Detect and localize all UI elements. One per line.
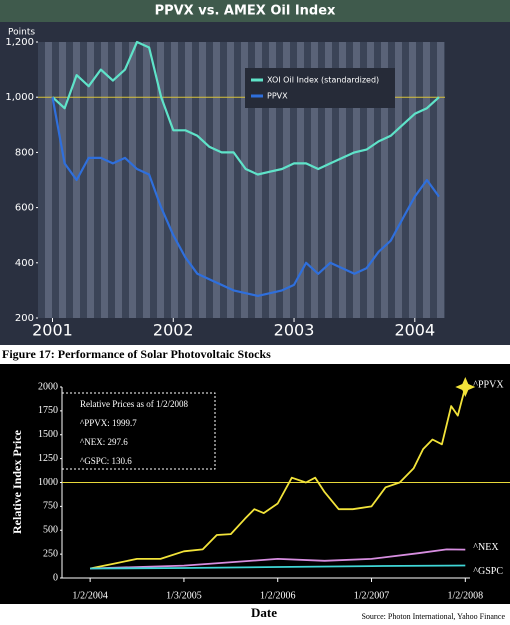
annotation-box [61, 392, 216, 470]
y-tick-label: 2000 [38, 381, 58, 392]
annotation: ^NEX: 297.6 [80, 437, 128, 447]
stripe [367, 42, 374, 318]
x-tick-label: 1/3/2005 [166, 590, 202, 601]
source: Source: Photon International, Yahoo Fina… [361, 612, 505, 621]
y-tick-label: 400 [15, 258, 34, 269]
y-axis-label: Relative Index Price [10, 429, 24, 534]
stripe [241, 42, 248, 318]
stripe [395, 42, 402, 318]
stripe [101, 42, 108, 318]
y-tick-label: 1,000 [5, 92, 34, 103]
stripe [297, 42, 304, 318]
stripe [269, 42, 276, 318]
stripe [409, 42, 416, 318]
annotation: ^GSPC: 130.6 [80, 456, 132, 466]
stripe [325, 42, 332, 318]
stripe [143, 42, 150, 318]
chart-bottom: 0 250 500 750 1000 1250 1500 1750 2000 1/2/2004 1/… [38, 377, 510, 601]
series-line [51, 97, 440, 297]
stripe [311, 42, 318, 318]
legend-box [245, 68, 395, 108]
end-star [455, 377, 476, 398]
y-tick-label: 1000 [38, 477, 58, 488]
series-label: ^NEX [473, 542, 499, 553]
y-tick-label: 800 [15, 147, 34, 158]
stripe [115, 42, 122, 318]
x-tick-label: 2001 [32, 321, 73, 340]
x-axis-label: Date [251, 605, 277, 620]
series-line [90, 564, 466, 570]
chart-top: 200 400 600 800 1,000 1,200 2001 2002 2003 2004 XO… [5, 37, 445, 340]
x-tick-label: 1/2/2004 [72, 590, 108, 601]
series-line [51, 40, 440, 176]
series-label: ^PPVX [473, 379, 504, 390]
stripe [45, 42, 52, 318]
stripe [437, 42, 444, 318]
stripe [199, 42, 206, 318]
y-axis-label: Points [8, 28, 35, 38]
x-tick-label: 1/2/2007 [354, 590, 390, 601]
stripe [157, 42, 164, 318]
x-tick-label: 2003 [274, 321, 315, 340]
annotation: ^PPVX: 1999.7 [80, 418, 137, 428]
y-tick-label: 500 [43, 525, 58, 536]
stripe [353, 42, 360, 318]
stripe [283, 42, 290, 318]
y-tick-label: 1750 [38, 405, 58, 416]
stripes [45, 42, 444, 318]
chart-title: PPVX vs. AMEX Oil Index [155, 4, 336, 19]
stripe [129, 42, 136, 318]
stripe [381, 42, 388, 318]
stripe [255, 42, 262, 318]
stripe [339, 42, 346, 318]
x-tick-label: 1/2/2008 [448, 590, 484, 601]
legend-label: PPVX [267, 92, 288, 101]
y-tick-label: 1,200 [5, 37, 34, 48]
stripe [185, 42, 192, 318]
title-band [0, 0, 510, 22]
x-tick-label: 1/2/2006 [260, 590, 296, 601]
y-tick-label: 1500 [38, 429, 58, 440]
stripe [59, 42, 66, 318]
x-tick-label: 2002 [153, 321, 194, 340]
stripe [171, 42, 178, 318]
stripe [227, 42, 234, 318]
stripe [213, 42, 220, 318]
y-tick-label: 250 [43, 548, 58, 559]
legend-label: XOI Oil Index (standardized) [267, 76, 379, 85]
series-line [90, 548, 466, 570]
annotation: Relative Prices as of 1/2/2008 [80, 399, 188, 409]
y-tick-label: 1250 [38, 453, 58, 464]
x-tick-label: 2004 [394, 321, 435, 340]
series-label: ^GSPC [473, 566, 503, 577]
y-tick-label: 0 [53, 572, 58, 583]
series-line [89, 386, 467, 570]
stripe [87, 42, 94, 318]
y-tick-label: 200 [15, 313, 34, 324]
caption: Figure 17: Performance of Solar Photovol… [2, 347, 271, 361]
y-tick-label: 750 [43, 501, 58, 512]
y-tick-label: 600 [15, 203, 34, 214]
